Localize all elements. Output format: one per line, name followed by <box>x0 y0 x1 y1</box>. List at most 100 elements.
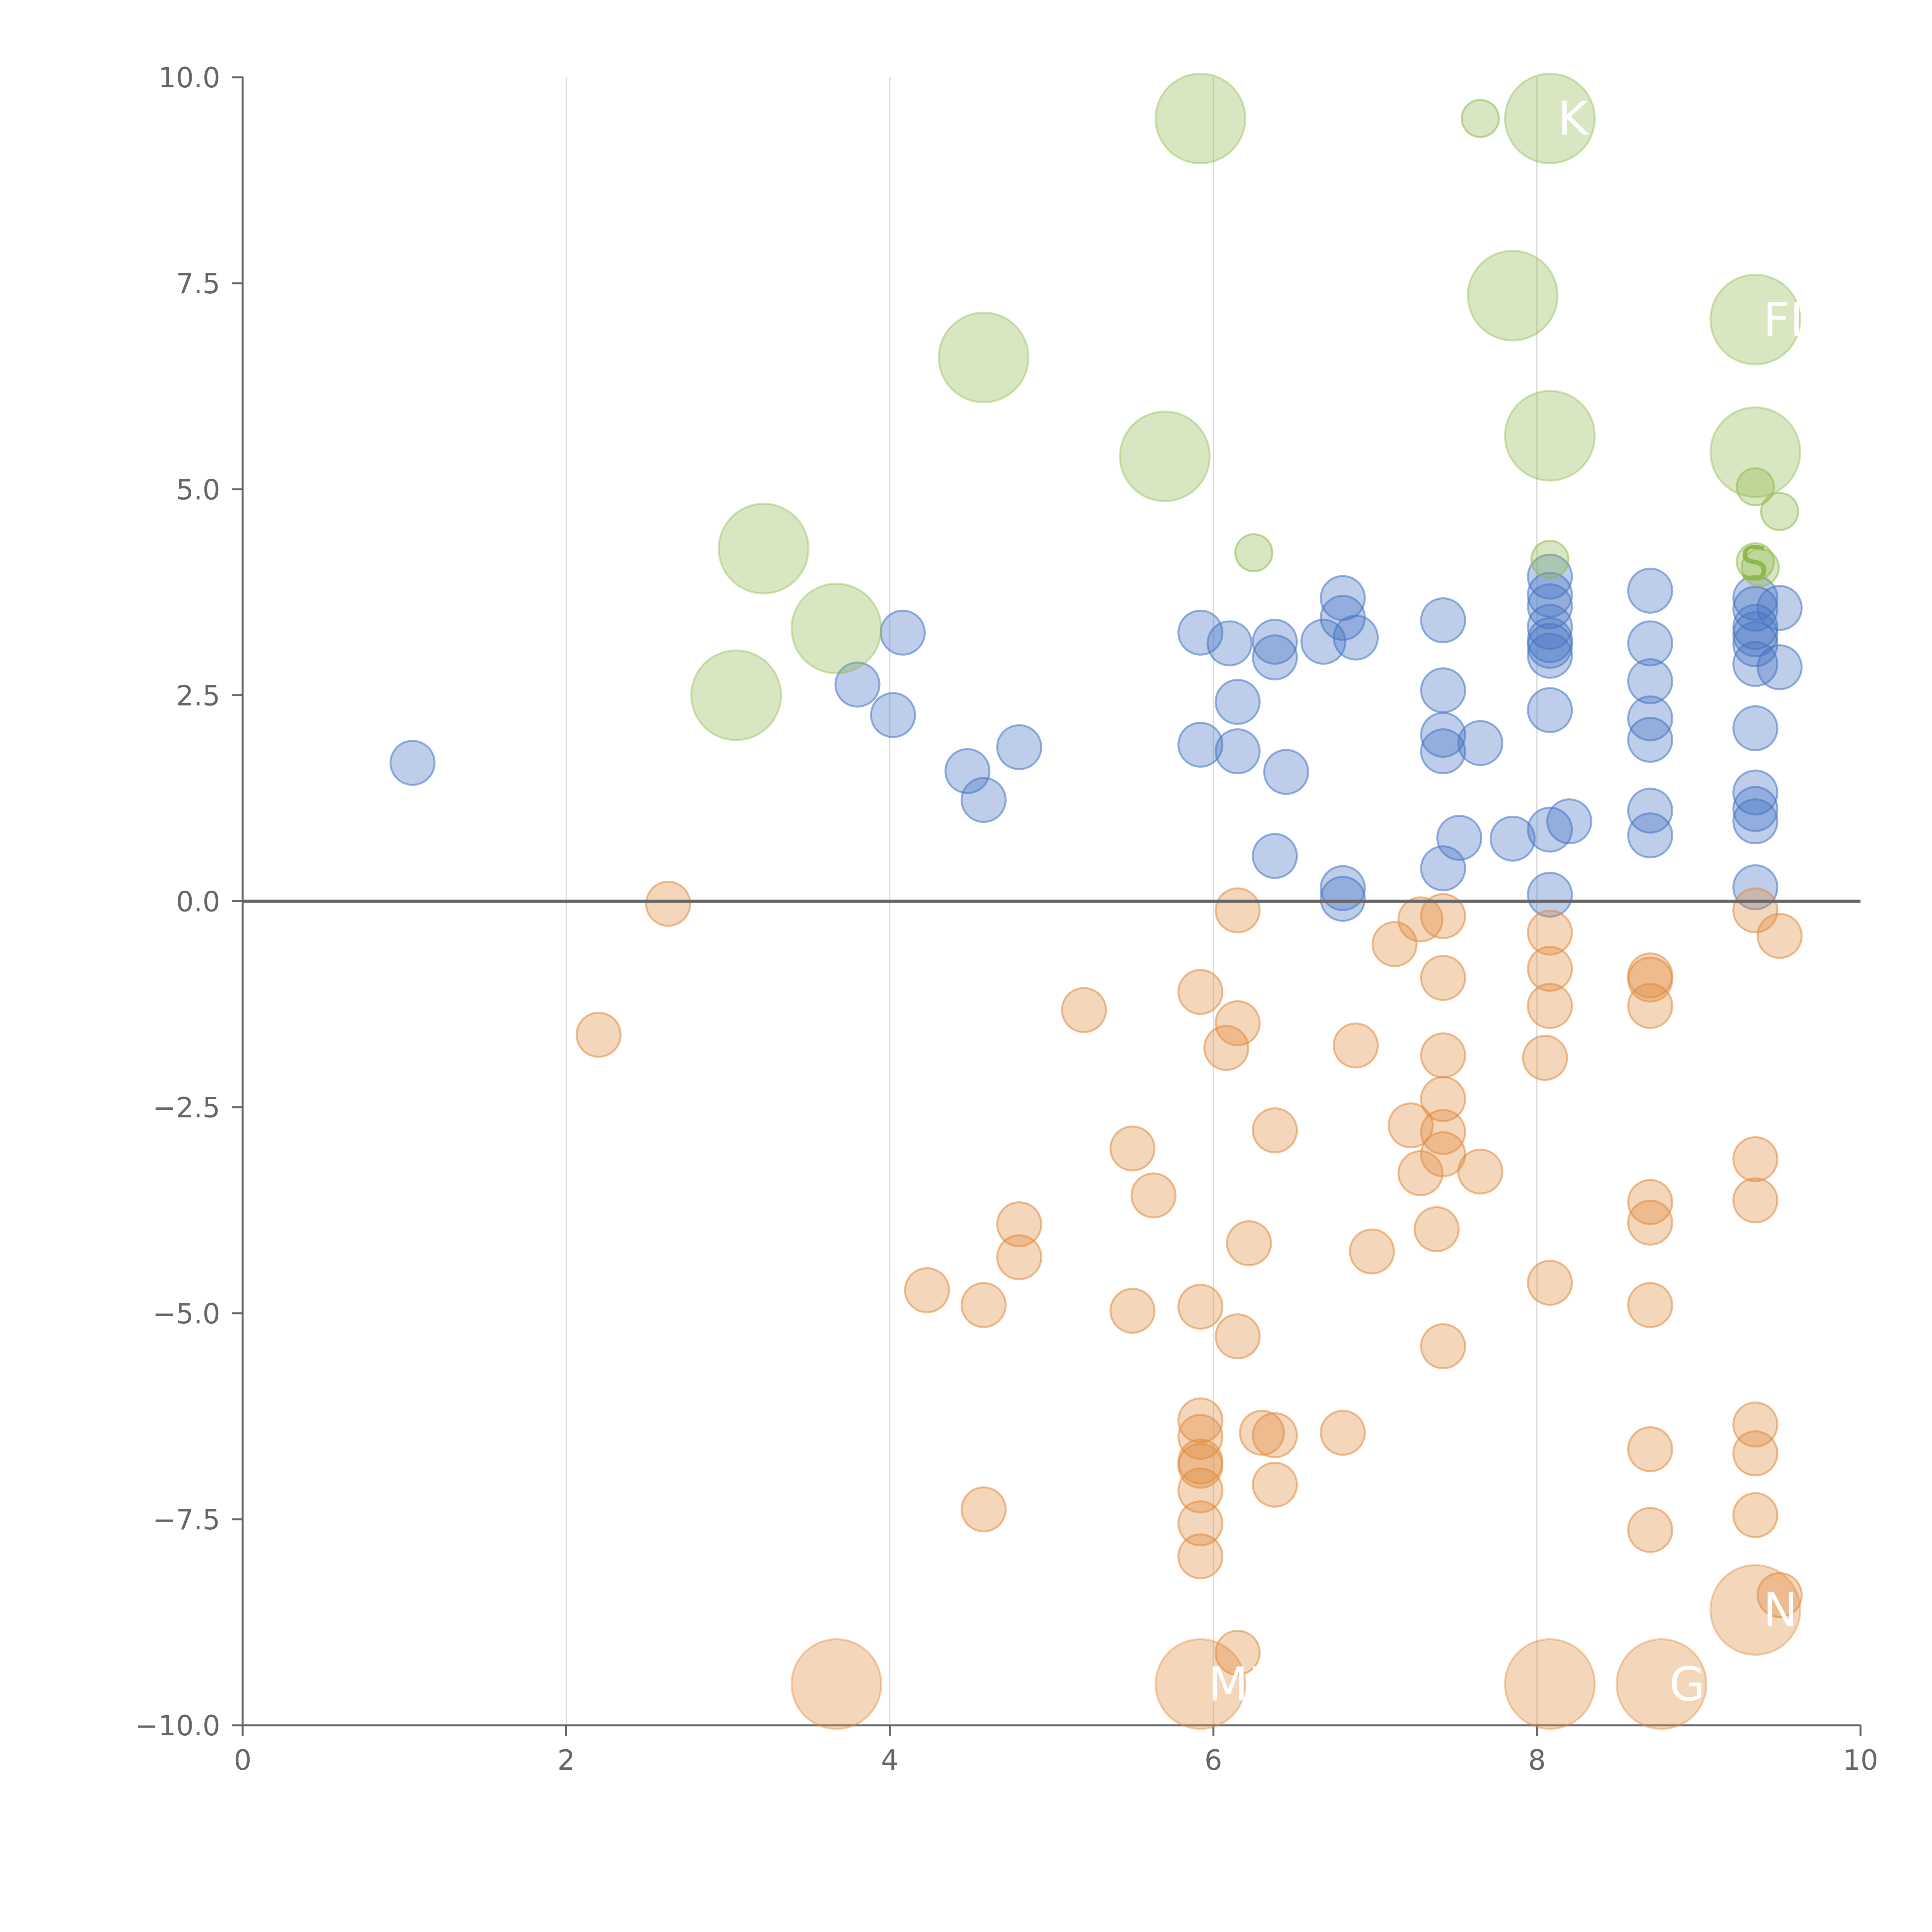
orange-bubble <box>1252 1461 1298 1508</box>
orange-bubble <box>1527 1260 1573 1306</box>
blue-bubble <box>1757 644 1803 690</box>
blue-bubble <box>389 740 436 786</box>
blue-bubble <box>1320 865 1366 911</box>
green-bubble <box>1736 467 1775 507</box>
x-tick-label: 6 <box>1204 1744 1222 1776</box>
x-tick-label: 0 <box>234 1744 252 1776</box>
orange-bubble <box>1732 887 1779 934</box>
y-tick-label: 2.5 <box>176 679 220 712</box>
blue-bubble <box>1627 658 1673 704</box>
orange-bubble <box>1732 1136 1779 1182</box>
blue-bubble <box>1436 815 1483 861</box>
blue-bubble <box>1420 728 1466 774</box>
orange-bubble <box>961 1486 1007 1532</box>
orange-bubble <box>1732 1492 1779 1538</box>
orange-bubble <box>1420 1032 1466 1078</box>
orange-bubble <box>1527 910 1573 956</box>
blue-bubble <box>1527 871 1573 918</box>
orange-bubble <box>1420 1131 1466 1177</box>
orange-bubble <box>1177 1414 1224 1460</box>
bubbles <box>389 99 1803 1676</box>
x-tick-label: 4 <box>881 1744 899 1776</box>
green-large-bubble <box>1504 390 1596 482</box>
orange-bubble <box>1627 956 1673 1003</box>
orange-bubble <box>996 1201 1043 1247</box>
orange-bubble <box>1109 1125 1156 1172</box>
orange-bubble <box>1627 983 1673 1029</box>
green-large-bubble <box>1709 274 1801 366</box>
bubble-label: G <box>1669 1658 1705 1711</box>
orange-bubble <box>1522 1035 1568 1081</box>
x-tick-label: 10 <box>1843 1744 1878 1776</box>
y-tick-label: 0.0 <box>176 886 220 918</box>
orange-bubble <box>1061 987 1107 1033</box>
orange-bubble <box>1627 1426 1673 1473</box>
orange-bubble <box>961 1282 1007 1328</box>
blue-bubble <box>1732 641 1779 687</box>
orange-bubble <box>1420 1076 1466 1122</box>
orange-bubble <box>1732 1430 1779 1476</box>
blue-bubble <box>1214 679 1261 725</box>
orange-bubble <box>1214 1313 1261 1359</box>
blue-bubble <box>870 692 916 738</box>
green-bubble <box>1234 533 1274 572</box>
blue-bubble <box>1527 622 1573 669</box>
orange-large-bubble <box>1504 1638 1596 1730</box>
orange-bubble <box>1252 1412 1298 1458</box>
orange-bubble <box>1420 893 1466 939</box>
blue-bubble <box>1627 812 1673 859</box>
blue-bubble <box>1420 597 1466 643</box>
orange-bubble <box>1214 887 1261 934</box>
blue-bubble <box>1206 620 1253 667</box>
blue-bubble <box>1732 798 1779 845</box>
green-large-bubble <box>1467 250 1559 342</box>
orange-large-bubble <box>1155 1638 1247 1730</box>
blue-bubble <box>1546 798 1592 845</box>
orange-bubble <box>1457 1148 1503 1195</box>
blue-bubble <box>1527 583 1573 629</box>
blue-bubble <box>1252 833 1298 879</box>
orange-bubble <box>645 881 691 927</box>
green-bubble <box>1740 548 1780 587</box>
green-large-bubble <box>718 503 810 595</box>
blue-bubble <box>1732 705 1779 752</box>
blue-bubble <box>1732 575 1779 621</box>
blue-bubble <box>1732 864 1779 910</box>
orange-bubble <box>1371 921 1418 967</box>
blue-bubble <box>1263 749 1310 795</box>
annotation-label: S <box>1740 537 1769 591</box>
blue-bubble <box>1177 721 1224 768</box>
y-tick-label: −10.0 <box>135 1709 220 1742</box>
orange-bubble <box>1177 1467 1224 1514</box>
bubble-label: N <box>1763 1583 1798 1637</box>
orange-bubble <box>1527 983 1573 1029</box>
orange-bubble <box>1177 1533 1224 1580</box>
orange-bubble <box>1333 1022 1379 1069</box>
green-bubble <box>1530 540 1570 579</box>
orange-bubble <box>1214 1000 1261 1046</box>
orange-bubble <box>1527 946 1573 992</box>
orange-bubble <box>1413 1206 1460 1252</box>
blue-bubble <box>1420 845 1466 891</box>
green-large-bubble <box>690 649 782 741</box>
x-tick-label: 2 <box>557 1744 575 1776</box>
blue-bubble <box>1177 609 1224 656</box>
blue-bubble <box>1527 571 1573 618</box>
orange-bubble <box>1239 1410 1285 1456</box>
orange-bubble <box>1214 1629 1261 1676</box>
blue-bubble <box>1252 634 1298 680</box>
green-large-bubble <box>1504 73 1596 165</box>
orange-bubble <box>1627 1199 1673 1246</box>
blue-bubble <box>1252 619 1298 665</box>
blue-bubble <box>1732 585 1779 632</box>
green-large-bubble <box>791 583 883 675</box>
green-large-bubble <box>938 311 1030 403</box>
green-large-bubble <box>1709 406 1801 498</box>
blue-bubble <box>1627 620 1673 667</box>
orange-bubble <box>1627 1507 1673 1553</box>
orange-large-bubble <box>1616 1638 1708 1730</box>
orange-bubble <box>1420 1323 1466 1369</box>
green-large-bubble <box>1155 73 1247 165</box>
x-tick-label: 8 <box>1528 1744 1546 1776</box>
